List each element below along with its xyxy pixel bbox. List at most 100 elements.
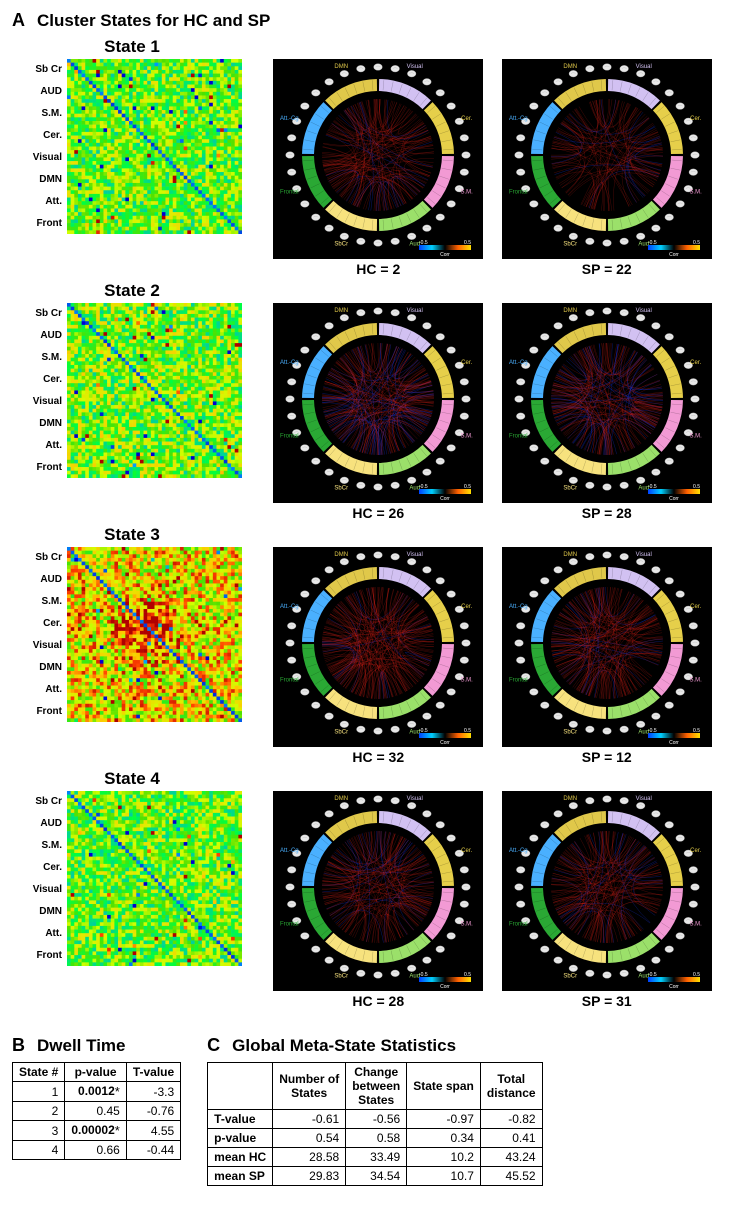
- col-header: State span: [407, 1063, 481, 1110]
- cell: 2: [13, 1102, 65, 1121]
- connectogram-sp: VisualCer.S.M.AudSbCrFrontalAtt.-CgDMN-0…: [493, 59, 722, 259]
- cell: 0.58: [346, 1129, 407, 1148]
- panel-a-grid: State 1Sb CrAUDS.M.Cer.VisualDMNAtt.Fron…: [12, 37, 721, 1013]
- svg-text:0.5: 0.5: [693, 240, 700, 246]
- cell: 0.34: [407, 1129, 481, 1148]
- svg-text:0.5: 0.5: [464, 484, 471, 490]
- panel-c-label: C: [207, 1035, 220, 1056]
- connectogram-sp: VisualCer.S.M.AudSbCrFrontalAtt.-CgDMN-0…: [493, 791, 722, 991]
- cell: 10.2: [407, 1148, 481, 1167]
- col-header: ChangebetweenStates: [346, 1063, 407, 1110]
- cell: 29.83: [273, 1167, 346, 1186]
- col-header: Totaldistance: [480, 1063, 542, 1110]
- svg-text:Corr: Corr: [440, 496, 450, 502]
- state-title: State 2: [12, 281, 252, 303]
- caption-hc: HC = 2: [264, 259, 493, 281]
- panel-c-title: Global Meta-State Statistics: [232, 1036, 456, 1056]
- table-row: 40.66-0.44: [13, 1141, 181, 1160]
- col-header: State #: [13, 1063, 65, 1082]
- cell: 33.49: [346, 1148, 407, 1167]
- caption-sp: SP = 28: [493, 503, 722, 525]
- cell: 10.7: [407, 1167, 481, 1186]
- svg-text:S.M.: S.M.: [461, 433, 474, 439]
- cell: 4: [13, 1141, 65, 1160]
- cell: 0.66: [65, 1141, 126, 1160]
- cell: -0.76: [126, 1102, 180, 1121]
- cell: 0.54: [273, 1129, 346, 1148]
- cell: 0.0012*: [65, 1082, 126, 1102]
- caption-hc: HC = 28: [264, 991, 493, 1013]
- heatmap-matrix: [67, 59, 252, 259]
- panel-a-label: A: [12, 10, 25, 31]
- connectogram-hc: VisualCer.S.M.AudSbCrFrontalAtt.-CgDMN-0…: [264, 547, 493, 747]
- cell: -0.44: [126, 1141, 180, 1160]
- cell: 0.41: [480, 1129, 542, 1148]
- cell: -3.3: [126, 1082, 180, 1102]
- caption-sp: SP = 31: [493, 991, 722, 1013]
- col-header: [208, 1063, 273, 1110]
- caption-hc: HC = 32: [264, 747, 493, 769]
- cell: 1: [13, 1082, 65, 1102]
- svg-text:Frontal: Frontal: [280, 433, 299, 439]
- svg-text:Visual: Visual: [407, 64, 423, 70]
- cell: 45.52: [480, 1167, 542, 1186]
- col-header: T-value: [126, 1063, 180, 1082]
- connectogram-sp: VisualCer.S.M.AudSbCrFrontalAtt.-CgDMN-0…: [493, 303, 722, 503]
- svg-text:Visual: Visual: [407, 308, 423, 314]
- heatmap-row-labels: Sb CrAUDS.M.Cer.VisualDMNAtt.Front: [12, 791, 67, 966]
- connectogram-hc: VisualCer.S.M.AudSbCrFrontalAtt.-CgDMN-0…: [264, 59, 493, 259]
- heatmap-row-labels: Sb CrAUDS.M.Cer.VisualDMNAtt.Front: [12, 59, 67, 234]
- caption-hc: HC = 26: [264, 503, 493, 525]
- row-header: mean HC: [208, 1148, 273, 1167]
- col-header: Number ofStates: [273, 1063, 346, 1110]
- cell: -0.97: [407, 1110, 481, 1129]
- svg-text:Cer.: Cer.: [461, 360, 472, 366]
- row-header: T-value: [208, 1110, 273, 1129]
- table-row: mean HC28.5833.4910.243.24: [208, 1148, 542, 1167]
- cell: 34.54: [346, 1167, 407, 1186]
- svg-text:Corr: Corr: [440, 252, 450, 258]
- svg-text:DMN: DMN: [563, 64, 577, 70]
- svg-text:Cer.: Cer.: [690, 116, 701, 122]
- svg-text:SbCr: SbCr: [335, 485, 349, 491]
- svg-text:DMN: DMN: [335, 308, 349, 314]
- cell: -0.82: [480, 1110, 542, 1129]
- connectogram-hc: VisualCer.S.M.AudSbCrFrontalAtt.-CgDMN-0…: [264, 303, 493, 503]
- panel-b-label: B: [12, 1035, 25, 1056]
- svg-text:-0.5: -0.5: [419, 240, 428, 246]
- table-row: T-value-0.61-0.56-0.97-0.82: [208, 1110, 542, 1129]
- svg-text:Att.-Cg: Att.-Cg: [280, 360, 299, 366]
- svg-text:0.5: 0.5: [464, 240, 471, 246]
- heatmap-matrix: [67, 303, 252, 503]
- table-row: p-value0.540.580.340.41: [208, 1129, 542, 1148]
- svg-text:DMN: DMN: [335, 64, 349, 70]
- table-row: 20.45-0.76: [13, 1102, 181, 1121]
- col-header: p-value: [65, 1063, 126, 1082]
- panel-a-title: Cluster States for HC and SP: [37, 11, 270, 31]
- svg-text:Corr: Corr: [669, 252, 679, 258]
- svg-text:Cer.: Cer.: [461, 116, 472, 122]
- heatmap-matrix: [67, 791, 252, 991]
- heatmap-row-labels: Sb CrAUDS.M.Cer.VisualDMNAtt.Front: [12, 547, 67, 722]
- table-row: 30.00002*4.55: [13, 1121, 181, 1141]
- svg-text:-0.5: -0.5: [419, 484, 428, 490]
- connectogram-sp: VisualCer.S.M.AudSbCrFrontalAtt.-CgDMN-0…: [493, 547, 722, 747]
- cell: 3: [13, 1121, 65, 1141]
- svg-text:Att.-Cg: Att.-Cg: [509, 116, 528, 122]
- svg-text:SbCr: SbCr: [335, 241, 349, 247]
- cell: -0.61: [273, 1110, 346, 1129]
- caption-sp: SP = 22: [493, 259, 722, 281]
- meta-state-table: Number ofStatesChangebetweenStatesState …: [207, 1062, 542, 1186]
- caption-sp: SP = 12: [493, 747, 722, 769]
- svg-text:SbCr: SbCr: [563, 241, 577, 247]
- cell: 0.00002*: [65, 1121, 126, 1141]
- cell: -0.56: [346, 1110, 407, 1129]
- table-row: 10.0012*-3.3: [13, 1082, 181, 1102]
- connectogram-hc: VisualCer.S.M.AudSbCrFrontalAtt.-CgDMN-0…: [264, 791, 493, 991]
- state-title: State 1: [12, 37, 252, 59]
- svg-text:Frontal: Frontal: [280, 189, 299, 195]
- cell: 43.24: [480, 1148, 542, 1167]
- svg-text:S.M.: S.M.: [461, 189, 474, 195]
- state-title: State 4: [12, 769, 252, 791]
- svg-text:Att.-Cg: Att.-Cg: [280, 116, 299, 122]
